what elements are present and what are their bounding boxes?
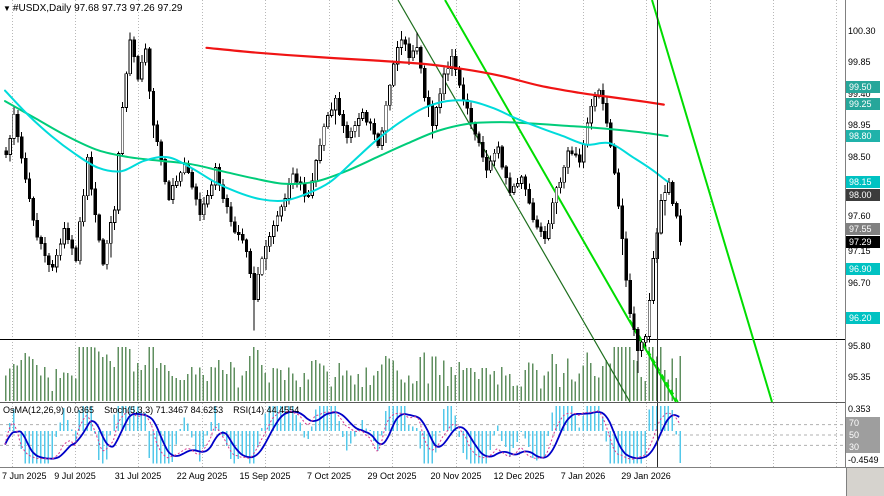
price-level-badge: 97.29 <box>846 236 880 248</box>
price-scale-label: 95.80 <box>848 341 871 351</box>
indicator-scale-label: 0.353 <box>848 404 871 414</box>
date-label: 12 Dec 2025 <box>493 471 545 481</box>
symbol-dropdown-icon: ▼ <box>3 4 11 13</box>
date-label: 31 Jul 2025 <box>114 471 162 481</box>
price-level-badge: 97.55 <box>846 223 880 235</box>
chart-symbol-label: #USDX,Daily <box>12 3 72 14</box>
price-scale-label: 97.60 <box>848 211 871 221</box>
date-label: 22 Aug 2025 <box>176 471 228 481</box>
price-scale-label: 95.35 <box>848 372 871 382</box>
price-level-badge: 96.20 <box>846 312 880 324</box>
date-label: 29 Oct 2025 <box>367 471 417 481</box>
price-chart-canvas[interactable] <box>0 0 846 403</box>
date-label: 9 Jul 2025 <box>54 471 96 481</box>
time-axis-separator <box>0 467 884 468</box>
ma-red-line <box>205 46 665 106</box>
osma-histogram <box>5 405 681 464</box>
price-level-badge: 98.15 <box>846 176 880 188</box>
date-label: 15 Sep 2025 <box>239 471 291 481</box>
stoch-k-line <box>4 410 680 460</box>
price-level-badge: 99.25 <box>846 98 880 110</box>
bottom-strip <box>0 487 845 496</box>
price-scale-label: 97.15 <box>848 246 871 256</box>
ma-green-line <box>4 100 669 186</box>
indicator-window-label: OsMA(12,26,9) 0.0365 Stoch(5,3,3) 71.3467… <box>3 405 309 415</box>
indicator-level-badge: 70 <box>846 417 880 429</box>
ma-cyan-line <box>4 89 669 202</box>
volume-histogram <box>5 347 681 401</box>
stoch-label: Stoch(5,3,3) 71.3467 84.6253 <box>104 405 224 415</box>
indicator-level-badge: 30 <box>846 441 880 453</box>
chart-ohlc-values: 97.68 97.73 97.26 97.29 <box>74 3 183 14</box>
date-label: 20 Nov 2025 <box>430 471 482 481</box>
price-scale-label: 98.50 <box>848 152 871 162</box>
candlesticks <box>4 31 683 374</box>
panel-separator[interactable] <box>0 402 884 403</box>
stoch-d-line <box>4 410 680 460</box>
date-label: 7 Jan 2026 <box>560 471 606 481</box>
price-scale-label: 99.85 <box>848 57 871 67</box>
price-scale-label: 99.40 <box>848 89 871 99</box>
indicator-canvas[interactable] <box>0 403 846 467</box>
indicator-scale-label: -0.4549 <box>848 455 879 465</box>
price-level-badge: 99.50 <box>846 81 880 93</box>
price-level-badge: 98.80 <box>846 130 880 142</box>
chart-header: ▼ #USDX,Daily 97.68 97.73 97.26 97.29 <box>3 3 183 14</box>
price-scale-label: 96.70 <box>848 278 871 288</box>
rsi-label: RSI(14) 44.4554 <box>233 405 300 415</box>
price-axis-border <box>845 0 846 467</box>
price-scale-label: 98.95 <box>848 120 871 130</box>
price-level-badge: 98.00 <box>846 189 880 201</box>
price-level-badge: 96.90 <box>846 263 880 275</box>
axis-corner <box>846 468 884 496</box>
date-label: 7 Oct 2025 <box>306 471 352 481</box>
time-axis[interactable]: 7 Jun 2025 9 Jul 2025 31 Jul 2025 22 Aug 20… <box>0 468 845 487</box>
date-label: 29 Jan 2026 <box>621 471 671 481</box>
indicator-level-badge: 50 <box>846 429 880 441</box>
date-label: 7 Jun 2025 <box>2 471 47 481</box>
price-scale-label: 100.30 <box>848 26 876 36</box>
price-axis[interactable]: 100.30 99.85 99.40 98.95 98.50 97.60 97.15 96.7… <box>846 0 884 467</box>
osma-label: OsMA(12,26,9) 0.0365 <box>3 405 95 415</box>
